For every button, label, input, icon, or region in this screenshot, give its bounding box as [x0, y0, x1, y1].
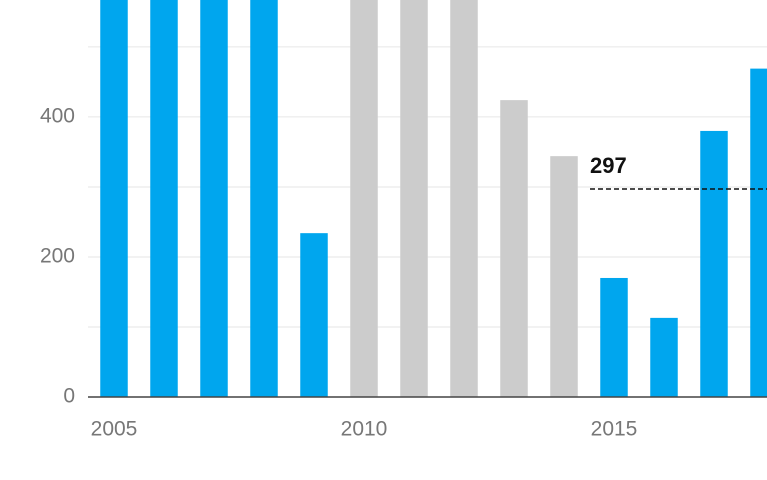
bar — [150, 0, 178, 398]
y-tick-label: 0 — [63, 385, 75, 408]
bar — [350, 0, 378, 398]
bar — [600, 277, 628, 397]
bar — [100, 0, 128, 398]
bar — [500, 100, 528, 398]
bar — [400, 0, 428, 398]
bar — [550, 156, 578, 397]
bar — [200, 0, 228, 398]
bar — [250, 0, 278, 398]
bar — [750, 68, 767, 398]
bar — [700, 130, 728, 397]
x-tick-label: 2010 — [341, 418, 388, 441]
bar — [650, 317, 678, 397]
y-tick-label: 400 — [40, 104, 75, 127]
x-tick-label: 2005 — [91, 418, 138, 441]
bar — [300, 233, 328, 397]
x-tick-label: 2015 — [591, 418, 638, 441]
reference-label: 297 — [590, 153, 627, 178]
y-tick-label: 200 — [40, 245, 75, 268]
bar — [450, 0, 478, 398]
